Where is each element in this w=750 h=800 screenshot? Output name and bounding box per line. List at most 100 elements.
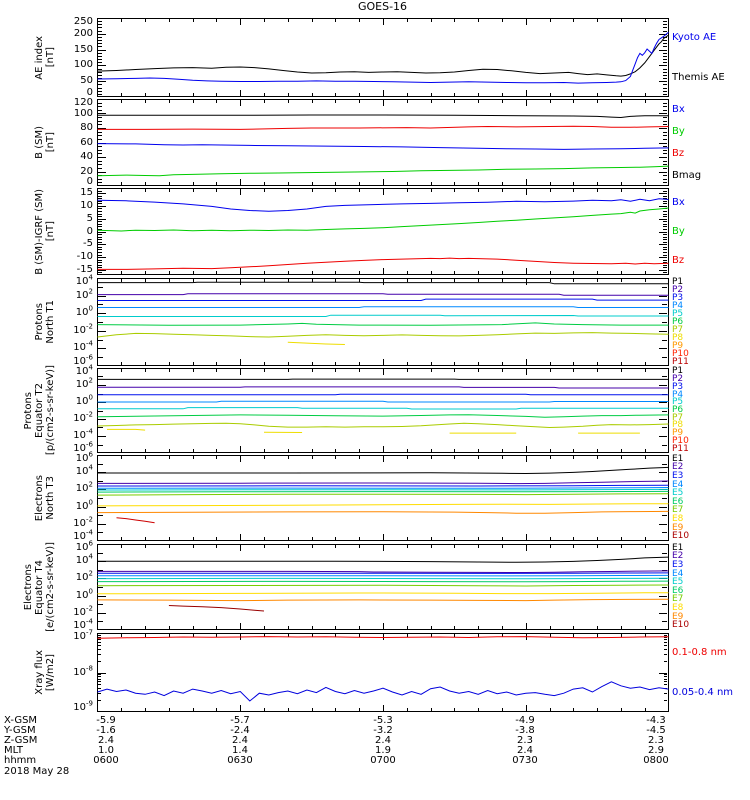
series-protons-north-t1-p7: [97, 332, 669, 338]
series-electrons-north-t3-e8: [97, 503, 669, 507]
b-sm-chart: [97, 99, 669, 186]
y-tick-label: 102: [75, 376, 93, 390]
y-tick-label: 10-4: [73, 617, 93, 631]
legend-electrons-north-t3-e9: E9: [672, 522, 684, 533]
series-ae-index-themis-ae: [97, 34, 669, 77]
y-axis-label-line: AE index: [34, 35, 45, 80]
series-protons-north-t1-p6: [97, 322, 669, 326]
axis-value-y-gsm-4: -4.5: [646, 725, 666, 736]
axis-row-label-z-gsm: Z-GSM: [4, 735, 38, 746]
series-protons-north-t1-p1: [97, 281, 669, 285]
legend-protons-equator-t2-p5: P5: [672, 397, 684, 408]
series-protons-equator-t2-p3: [97, 393, 669, 396]
legend-electrons-equator-t4-e1: E1: [672, 542, 684, 553]
legend-protons-equator-t2-p4: P4: [672, 389, 684, 400]
axis-value-mlt-4: 2.9: [648, 745, 664, 756]
legend-protons-equator-t2-p9: P9: [672, 428, 684, 439]
y-axis-label-line: [p/(cm2-s-sr-keV)]: [45, 365, 56, 456]
axis-value-mlt-3: 2.4: [517, 745, 533, 756]
legend-protons-equator-t2-p7: P7: [672, 412, 684, 423]
y-tick-label: 102: [75, 481, 93, 495]
legend-ae-index-kyoto-ae: Kyoto AE: [672, 32, 717, 44]
y-tick-label: 10-4: [73, 528, 93, 542]
legend-protons-equator-t2-p6: P6: [672, 405, 684, 415]
series-electrons-equator-t4-e7: [97, 584, 669, 587]
legend-electrons-north-t3-e6: E6: [672, 496, 684, 507]
y-tick-label: 0: [86, 87, 93, 98]
legend-protons-equator-t2-p1: P1: [672, 366, 684, 377]
axis-value-hhmm-4: 0800: [643, 755, 669, 766]
y-axis-label-line: Xray flux: [34, 650, 45, 695]
panel-protons-north-t1: 10-6 10-4 10-2 100 102 104 Protons North T1 P1 P2…: [0, 274, 750, 367]
legend-protons-equator-t2-p10: P10: [672, 435, 689, 446]
y-tick-label: -5: [83, 238, 93, 250]
axis-value-mlt-1: 1.4: [232, 745, 248, 756]
y-tick-label: 0: [86, 176, 93, 187]
axis-value-hhmm-1: 0630: [227, 755, 253, 766]
y-axis-label-line: [nT]: [45, 221, 56, 242]
axis-value-y-gsm-3: -3.8: [515, 725, 535, 736]
legend-protons-north-t1-p11: P11: [672, 356, 689, 367]
y-tick-label: 100: [75, 393, 93, 407]
series-b-sm-igrf-bz: [97, 257, 669, 270]
axis-value-x-gsm-0: -5.9: [96, 715, 116, 726]
legend-electrons-equator-t4-e9: E9: [672, 611, 684, 622]
axis-value-hhmm-2: 0700: [370, 755, 396, 766]
xray-flux-chart: [97, 633, 669, 712]
series-b-sm-by: [97, 165, 669, 177]
legend-electrons-equator-t4-e5: E5: [672, 577, 684, 588]
y-tick-label: 10-2: [73, 604, 93, 618]
legend-protons-north-t1-p8: P8: [672, 332, 684, 343]
axis-value-z-gsm-2: 2.4: [375, 735, 391, 746]
y-tick-label: 100: [75, 304, 93, 319]
axis-value-hhmm-3: 0730: [512, 755, 538, 766]
y-axis-label-line: Protons: [34, 303, 45, 341]
legend-electrons-north-t3-e5: E5: [672, 488, 684, 499]
y-tick-label: 0: [86, 225, 93, 237]
series-protons-equator-t2-p2: [97, 386, 669, 389]
series-b-sm-igrf-by: [97, 207, 669, 232]
panel-electrons-north-t3: 10-4 10-2 100 102 104 106 Electrons North T3 E1 E…: [0, 450, 750, 542]
y-tick-label: 50: [80, 75, 93, 87]
y-axis-label-line: Equator T4: [34, 559, 45, 615]
y-axis-label-line: [e/(cm2-s-sr-keV)]: [45, 542, 56, 632]
y-tick-label: 104: [75, 552, 93, 567]
y-tick-label: 100: [73, 59, 93, 71]
y-tick-label: 120: [73, 97, 93, 108]
y-tick-label: 104: [75, 363, 93, 377]
electrons-equator-t4-chart: [97, 544, 669, 630]
y-tick-label: 10-8: [73, 664, 93, 678]
legend-electrons-north-t3-e2: E2: [672, 462, 684, 473]
panel-b-sm: 0 20 40 60 80 100 120 B (SM) [nT] Bx By Bz Bmag: [0, 97, 750, 187]
y-tick-label: 100: [75, 587, 93, 601]
y-tick-label: 106: [75, 450, 93, 464]
y-axis-label-line: [nT]: [45, 47, 56, 68]
legend-protons-north-t1-p3: P3: [672, 292, 684, 303]
ae-index-chart: [97, 18, 669, 97]
series-protons-equator-t2-p8-partial-a: [107, 428, 146, 431]
y-axis-label-line: Electrons: [34, 474, 45, 522]
y-tick-label: 10-6: [73, 440, 93, 454]
axis-value-mlt-0: 1.0: [98, 745, 114, 756]
y-tick-label: 40: [80, 151, 93, 162]
y-tick-label: -15: [76, 263, 93, 275]
y-tick-label: 100: [75, 498, 93, 512]
legend-xray-flux-0.05-0.4-nm: 0.05-0.4 nm: [672, 686, 734, 698]
panel-electrons-equator-t4: 10-4 10-2 100 102 104 106 Electrons Equator T4[…: [0, 539, 750, 632]
legend-electrons-equator-t4-e7: E7: [672, 594, 684, 605]
axis-value-x-gsm-2: -5.3: [373, 715, 393, 726]
y-tick-label: -10: [76, 251, 93, 263]
y-tick-label: 10-2: [73, 515, 93, 529]
axis-value-z-gsm-4: 2.3: [648, 735, 664, 746]
legend-protons-north-t1-p10: P10: [672, 348, 689, 359]
y-tick-label: 250: [73, 16, 93, 27]
y-tick-label: 106: [75, 539, 93, 553]
series-b-sm-bz: [97, 125, 669, 130]
legend-protons-equator-t2-p3: P3: [672, 381, 684, 392]
y-tick-label: 10-4: [73, 427, 93, 441]
series-electrons-equator-t4-e8: [97, 592, 669, 595]
legend-protons-north-t1-p9: P9: [672, 340, 684, 351]
legend-electrons-north-t3-e7: E7: [672, 505, 684, 516]
y-tick-label: 5: [86, 212, 93, 224]
